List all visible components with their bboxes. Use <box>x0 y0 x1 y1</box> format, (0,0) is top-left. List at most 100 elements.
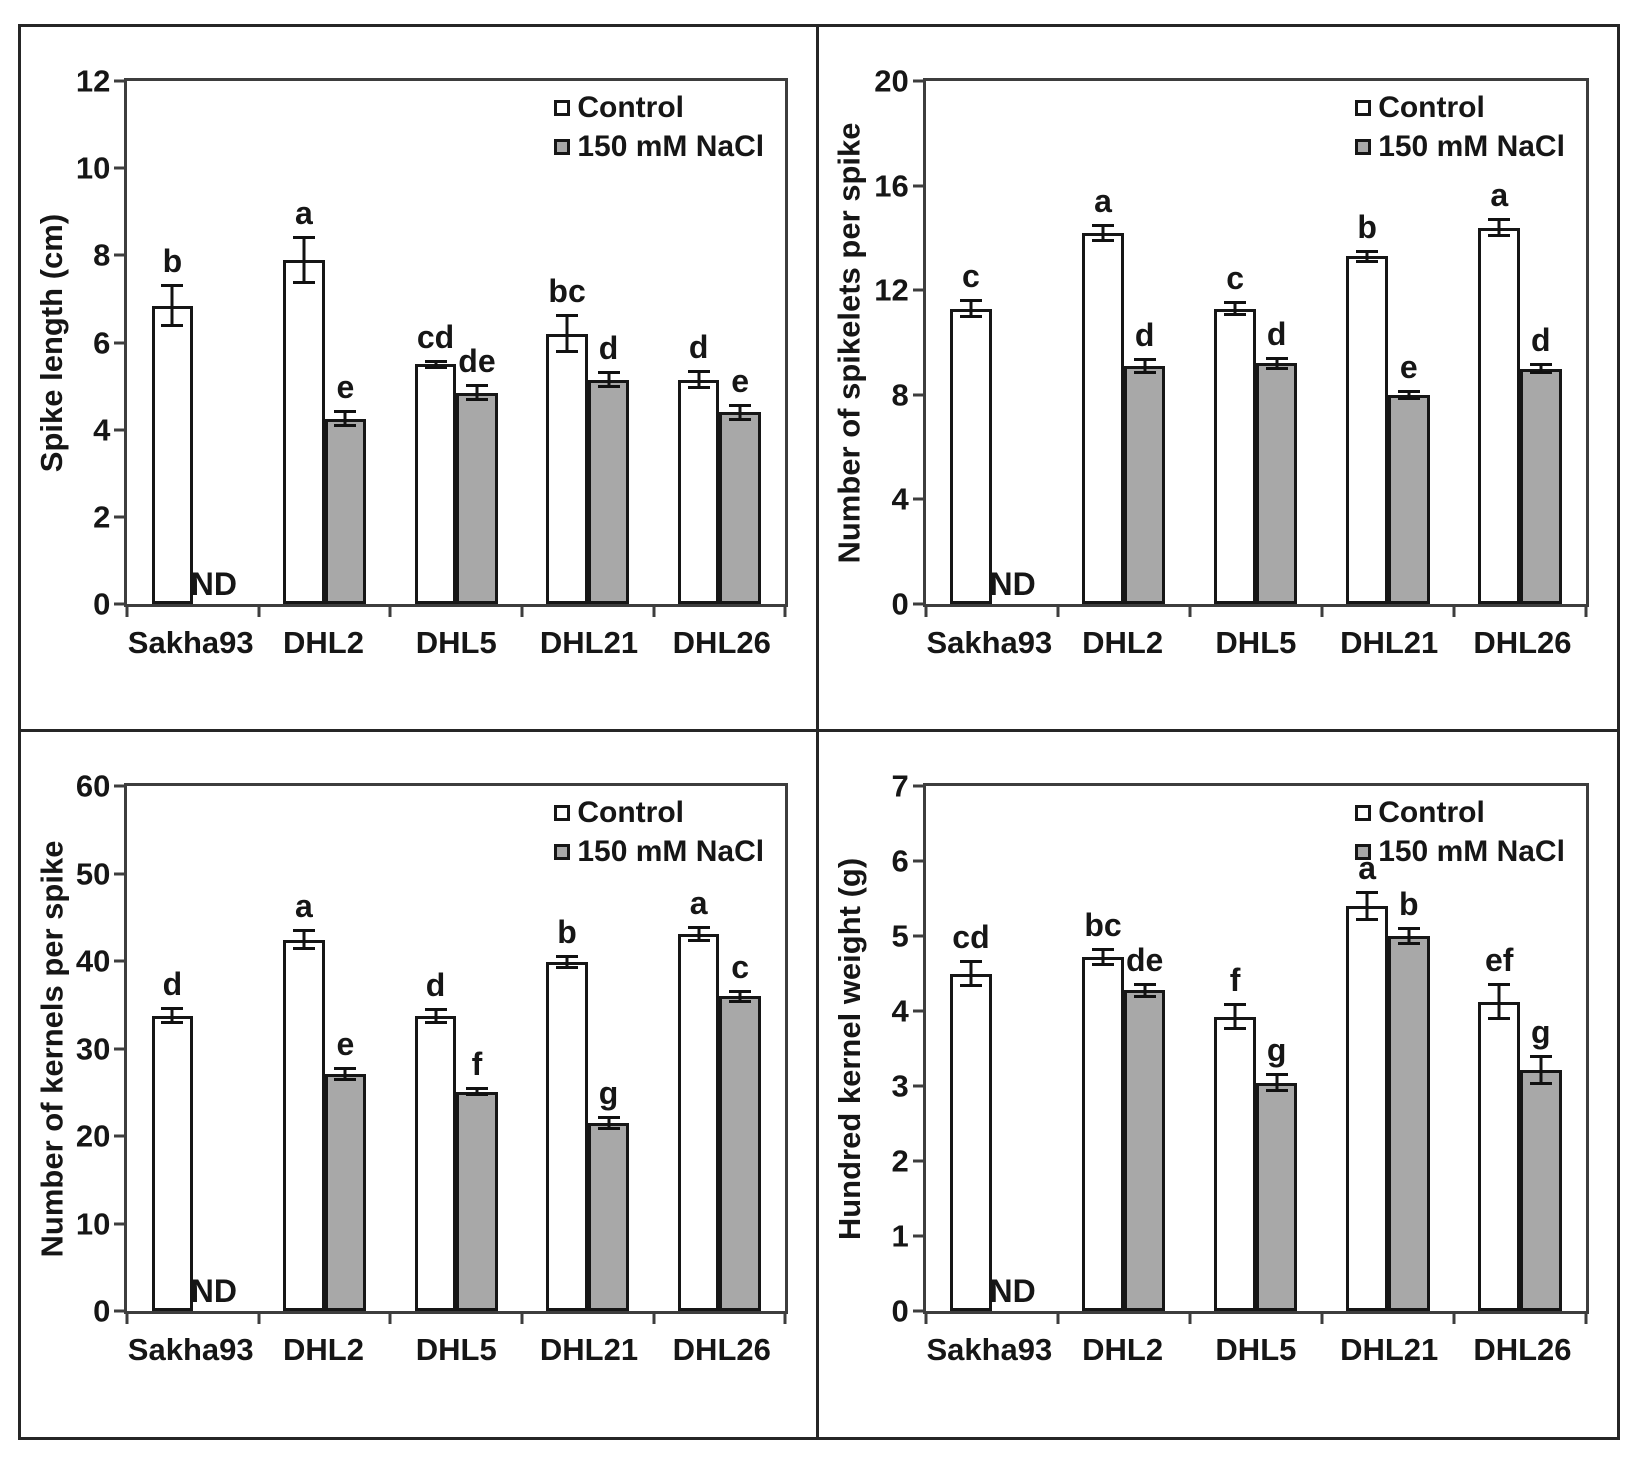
bar-group-nacl: de <box>456 81 498 604</box>
plot-area: 0 4 8 12 16 20 c ND a d c d b e a d Control 150 mM NaCl <box>874 66 1590 619</box>
error-bar <box>424 1007 447 1024</box>
y-tick-label: 10 <box>75 150 111 186</box>
bar-group-nacl: d <box>1520 81 1562 604</box>
bar-group-nacl: e <box>719 81 761 604</box>
error-bar-stem <box>170 1009 174 1022</box>
bar-nacl <box>587 379 630 604</box>
error-bar <box>556 314 579 354</box>
x-tick-mark <box>520 603 524 617</box>
category-label: DHL26 <box>672 624 771 660</box>
y-tick-label: 8 <box>891 377 909 413</box>
significance-letter: b <box>1398 886 1419 923</box>
y-tick-mark <box>114 166 128 170</box>
y-tick-label: 7 <box>891 768 909 804</box>
error-bar <box>334 410 357 428</box>
significance-letter: de <box>1125 941 1164 978</box>
significance-letter: e <box>1399 348 1418 385</box>
legend-item-nacl: 150 mM NaCl <box>1355 131 1565 162</box>
y-tick-label: 5 <box>891 918 909 954</box>
significance-letter: b <box>1357 208 1377 245</box>
significance-letter: g <box>1266 1031 1287 1068</box>
significance-letter: ef <box>1484 941 1514 978</box>
error-bar-stem <box>1539 366 1543 371</box>
y-tick-label: 3 <box>891 1068 909 1104</box>
error-bar <box>1092 948 1115 967</box>
y-tick-label: 1 <box>891 1218 909 1254</box>
bar-group-nacl: ND <box>989 81 1035 604</box>
x-tick-mark <box>1452 603 1456 617</box>
y-tick-label: 50 <box>75 856 111 892</box>
significance-letter: cd <box>952 919 990 956</box>
bar-group-control: a <box>283 81 325 604</box>
bar-group-control: b <box>151 81 194 604</box>
y-tick-mark <box>912 934 926 938</box>
x-tick-mark <box>1188 1311 1192 1325</box>
bar-group-nacl: d <box>1255 81 1298 604</box>
error-bar-stem <box>565 958 569 967</box>
category-label: Sakha93 <box>926 1332 1053 1368</box>
error-bar <box>1356 249 1379 263</box>
bar-group-nacl: e <box>324 786 367 1312</box>
legend-label-control: Control <box>577 796 684 829</box>
y-axis-title-text: Hundred kernel weight (g) <box>832 857 868 1241</box>
bar-nacl <box>1123 366 1166 604</box>
significance-letter: e <box>336 1026 355 1063</box>
error-bar-stem <box>1143 985 1147 995</box>
y-tick-label: 60 <box>75 768 111 804</box>
y-tick-label: 20 <box>75 1118 111 1154</box>
x-tick-mark <box>1584 1311 1588 1325</box>
y-tick-mark <box>114 515 128 519</box>
error-bar-stem <box>1497 221 1501 234</box>
error-bar-stem <box>1101 226 1105 239</box>
bar-control <box>1478 1001 1521 1312</box>
legend-item-control: Control <box>1355 92 1485 123</box>
bar-group-nacl: d <box>1123 81 1166 604</box>
significance-letter: f <box>471 1046 483 1083</box>
significance-letter: b <box>557 914 577 951</box>
legend-item-nacl: 150 mM NaCl <box>1355 837 1565 867</box>
y-tick-mark <box>114 79 128 83</box>
bar-nacl <box>1387 936 1430 1312</box>
bar-group-nacl: de <box>1123 786 1166 1312</box>
bar-group-nacl: g <box>1520 786 1562 1312</box>
bar-nacl <box>1387 394 1430 604</box>
significance-letter: bc <box>1084 907 1122 944</box>
y-tick-mark <box>114 602 128 606</box>
bar-group-control: d <box>151 786 194 1312</box>
error-bar <box>1356 891 1379 922</box>
error-bar <box>597 1116 620 1131</box>
y-tick-mark <box>114 872 128 876</box>
legend-swatch-nacl-icon <box>1355 844 1372 860</box>
bar-group-control: f <box>1214 786 1256 1312</box>
y-tick-mark <box>912 1309 926 1313</box>
error-bar-stem <box>1143 361 1147 371</box>
legend: Control 150 mM NaCl <box>1355 92 1565 162</box>
bar-group-nacl: d <box>587 81 630 604</box>
error-bar <box>729 403 752 421</box>
category-label: DHL5 <box>415 624 497 660</box>
legend-item-control: Control <box>554 798 684 828</box>
significance-letter: c <box>962 258 980 295</box>
error-bar <box>556 955 579 970</box>
legend-swatch-control-icon <box>554 805 571 821</box>
bar-control <box>1346 906 1388 1312</box>
legend-swatch-control-icon <box>1355 99 1372 116</box>
x-tick-mark <box>257 603 261 617</box>
bar-group-nacl: ND <box>191 81 237 604</box>
x-tick-mark <box>652 1311 656 1325</box>
legend-label-nacl: 150 mM NaCl <box>1378 835 1565 868</box>
error-bar <box>1488 218 1511 237</box>
category-label: DHL26 <box>1473 1332 1572 1368</box>
error-bar <box>424 359 447 369</box>
significance-letter: a <box>1490 177 1509 214</box>
bar-control <box>950 308 992 604</box>
error-bar-stem <box>969 963 973 985</box>
category-label: DHL21 <box>539 1332 639 1368</box>
error-bar-stem <box>434 1010 438 1021</box>
significance-letter: a <box>295 888 313 925</box>
error-bar-stem <box>1407 392 1411 398</box>
panel-kernels-per-spike: Number of kernels per spike 0 10 20 30 40 50 60… <box>21 732 819 1437</box>
significance-letter: d <box>1134 317 1155 354</box>
error-bar <box>1265 356 1288 370</box>
error-bar <box>687 926 710 943</box>
